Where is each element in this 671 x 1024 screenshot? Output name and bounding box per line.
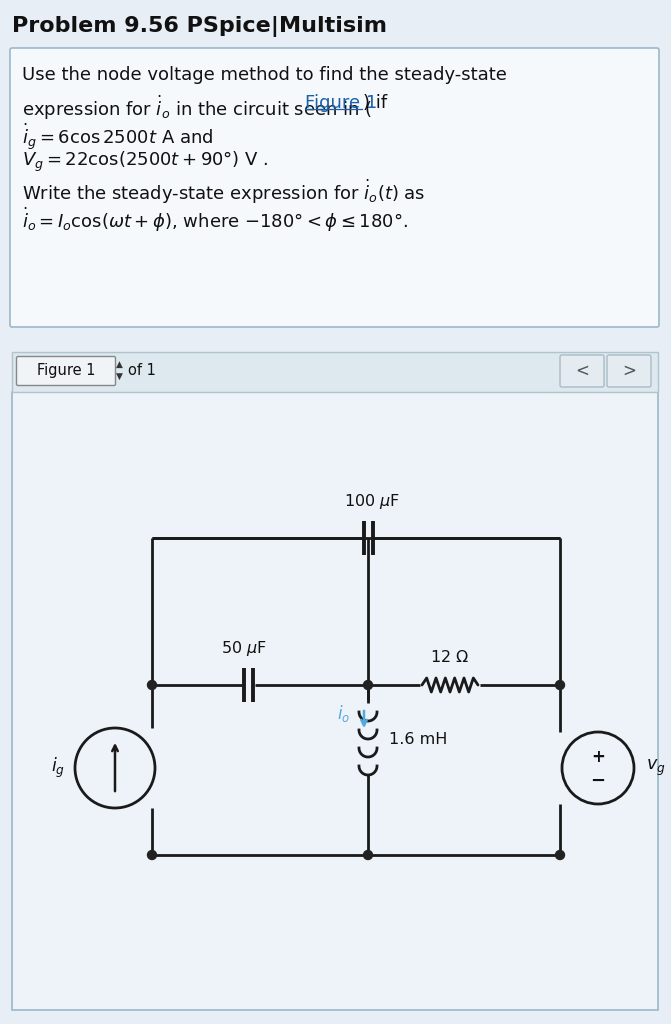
Text: <: < xyxy=(575,362,589,380)
Text: $v_g$: $v_g$ xyxy=(646,758,666,778)
Text: ) if: ) if xyxy=(363,94,387,112)
Circle shape xyxy=(364,681,372,689)
Text: 1.6 mH: 1.6 mH xyxy=(389,731,448,746)
Text: Write the steady-state expression for $\dot{i}_o(t)$ as: Write the steady-state expression for $\… xyxy=(22,178,425,206)
Bar xyxy=(12,352,658,392)
Text: $i_o$: $i_o$ xyxy=(337,702,350,724)
Text: Figure 1: Figure 1 xyxy=(305,94,377,112)
Text: $\dot{i}_g = 6\cos 2500t$ A and: $\dot{i}_g = 6\cos 2500t$ A and xyxy=(22,122,213,153)
Text: $V_g = 22\cos(2500t + 90°)$ V .: $V_g = 22\cos(2500t + 90°)$ V . xyxy=(22,150,268,174)
Text: $i_g$: $i_g$ xyxy=(51,756,65,780)
Text: −: − xyxy=(590,772,605,790)
Text: expression for $\dot{i}_o$ in the circuit seen in (: expression for $\dot{i}_o$ in the circui… xyxy=(22,94,372,122)
Text: Use the node voltage method to find the steady-state: Use the node voltage method to find the … xyxy=(22,66,507,84)
Circle shape xyxy=(562,732,634,804)
Circle shape xyxy=(75,728,155,808)
Circle shape xyxy=(148,681,156,689)
FancyBboxPatch shape xyxy=(17,356,115,385)
Text: ▼: ▼ xyxy=(115,372,122,381)
Text: >: > xyxy=(622,362,636,380)
Text: +: + xyxy=(591,748,605,766)
Text: of 1: of 1 xyxy=(128,362,156,378)
FancyBboxPatch shape xyxy=(560,355,604,387)
Circle shape xyxy=(364,851,372,859)
Circle shape xyxy=(556,681,564,689)
Text: ▲: ▲ xyxy=(115,360,122,369)
FancyBboxPatch shape xyxy=(10,48,659,327)
Circle shape xyxy=(556,851,564,859)
Text: 50 $\mu$F: 50 $\mu$F xyxy=(221,639,267,658)
FancyBboxPatch shape xyxy=(607,355,651,387)
Text: $\dot{i}_o = I_o\cos(\omega t + \phi)$, where $-180° < \phi \leq 180°$.: $\dot{i}_o = I_o\cos(\omega t + \phi)$, … xyxy=(22,206,408,234)
Bar xyxy=(12,392,658,1010)
Text: Problem 9.56 PSpice|Multisim: Problem 9.56 PSpice|Multisim xyxy=(12,16,387,37)
Text: Figure 1: Figure 1 xyxy=(37,362,95,378)
Circle shape xyxy=(148,851,156,859)
Text: 12 $\Omega$: 12 $\Omega$ xyxy=(431,649,470,665)
Text: 100 $\mu$F: 100 $\mu$F xyxy=(344,492,400,511)
